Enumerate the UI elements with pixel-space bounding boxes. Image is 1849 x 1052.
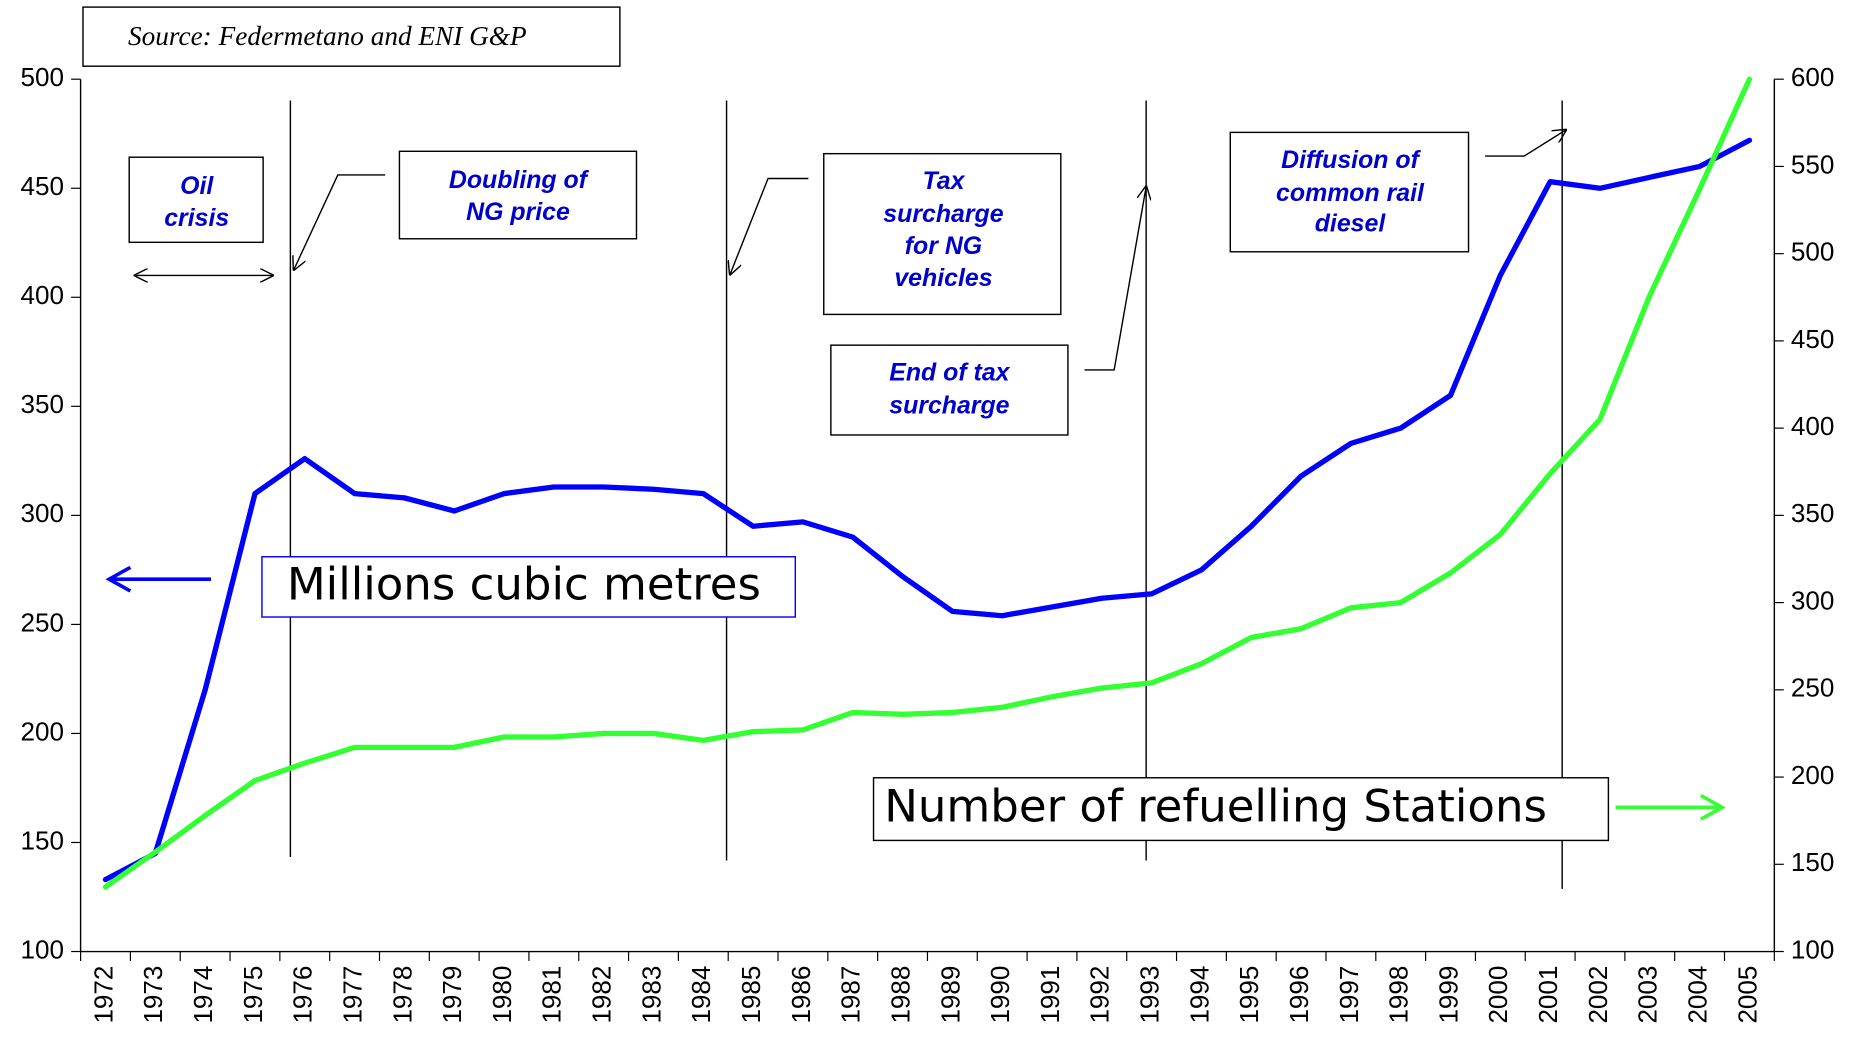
x-tick-label: 1980 — [487, 966, 517, 1024]
x-tick-label: 2000 — [1483, 966, 1513, 1024]
x-tick-label: 1973 — [138, 966, 168, 1024]
y-tick-label: 200 — [21, 716, 64, 746]
y2-tick-label: 500 — [1791, 237, 1834, 267]
x-tick-label: 1990 — [985, 966, 1015, 1024]
x-tick-label: 1999 — [1433, 966, 1463, 1024]
x-tick-label: 1976 — [288, 966, 318, 1024]
y2-tick-label: 250 — [1791, 673, 1834, 703]
source: Source: Federmetano and ENI G&P — [128, 21, 527, 51]
annotation-box — [128, 156, 264, 244]
x-tick-label: 2004 — [1682, 966, 1712, 1024]
x-tick-label: 1997 — [1334, 966, 1364, 1024]
x-tick-label: 1983 — [636, 966, 666, 1024]
arrows — [135, 130, 1566, 371]
y2-tick-label: 350 — [1791, 498, 1834, 528]
series-line — [102, 137, 1753, 883]
source-box — [82, 6, 621, 67]
x-tick-label: 2001 — [1533, 966, 1563, 1024]
legend-box — [872, 777, 1610, 842]
y-tick-label: 450 — [21, 171, 64, 201]
x-tick-label: 1977 — [337, 966, 367, 1024]
annotation: Doubling of NG price — [449, 167, 590, 226]
x-tick-label: 1986 — [786, 966, 816, 1024]
y2-tick-label: 550 — [1791, 149, 1834, 179]
annotation-box — [1229, 131, 1470, 253]
y-tick-label: 500 — [21, 62, 64, 92]
x-tick-label: 1992 — [1085, 966, 1115, 1024]
legend-arrow — [105, 565, 132, 593]
x-tick-label: 1994 — [1184, 966, 1214, 1024]
y2-tick-label: 150 — [1791, 847, 1834, 877]
y2-tick-label: 450 — [1791, 324, 1834, 354]
y-tick-label: 350 — [21, 389, 64, 419]
annotation: Oil crisis — [164, 173, 229, 232]
x-tick-label: 1984 — [686, 966, 716, 1024]
x-tick-label: 1998 — [1384, 966, 1414, 1024]
y2-tick-label: 600 — [1791, 62, 1834, 92]
annotation: Diffusion of common rail diesel — [1276, 147, 1425, 238]
y-tick-label: 250 — [21, 607, 64, 637]
annotation-box — [398, 150, 638, 240]
y-tick-label: 150 — [21, 825, 64, 855]
y-tick-label: 300 — [21, 498, 64, 528]
x-tick-label: 2005 — [1732, 966, 1762, 1024]
x-tick-label: 1991 — [1035, 966, 1065, 1024]
y2-tick-label: 200 — [1791, 760, 1834, 790]
x-tick-label: 1975 — [238, 966, 268, 1024]
x-tick-label: 2002 — [1583, 966, 1613, 1024]
y2-tick-label: 100 — [1791, 934, 1834, 964]
x-tick-label: 1996 — [1284, 966, 1314, 1024]
x-tick-label: 1978 — [387, 966, 417, 1024]
y-tick-label: 100 — [21, 934, 64, 964]
x-tick-label: 1981 — [537, 966, 567, 1024]
legend-box — [261, 556, 797, 618]
legend-arrow — [1699, 793, 1726, 821]
x-tick-label: 1988 — [885, 966, 915, 1024]
y2-tick-label: 400 — [1791, 411, 1834, 441]
x-tick-label: 1972 — [88, 966, 118, 1024]
annotation-box — [823, 152, 1062, 316]
x-tick-label: 1982 — [587, 966, 617, 1024]
x-tick-label: 1985 — [736, 966, 766, 1024]
annotation: End of tax surcharge — [889, 360, 1010, 420]
x-tick-label: 1979 — [437, 966, 467, 1024]
legend-entry: Millions cubic metres — [287, 558, 761, 611]
legend-entry: Number of refuelling Stations — [884, 780, 1547, 833]
x-tick-label: 1987 — [836, 966, 866, 1024]
x-tick-label: 1993 — [1134, 966, 1164, 1024]
annotation: Tax surcharge for NG vehicles — [883, 168, 1003, 292]
x-tick-label: 1995 — [1234, 966, 1264, 1024]
y-tick-label: 400 — [21, 280, 64, 310]
series-line — [102, 76, 1753, 890]
x-tick-label: 1974 — [188, 966, 218, 1024]
x-tick-label: 2003 — [1633, 966, 1663, 1024]
annotation-box — [830, 344, 1069, 436]
y2-tick-label: 300 — [1791, 585, 1834, 615]
x-tick-label: 1989 — [935, 966, 965, 1024]
